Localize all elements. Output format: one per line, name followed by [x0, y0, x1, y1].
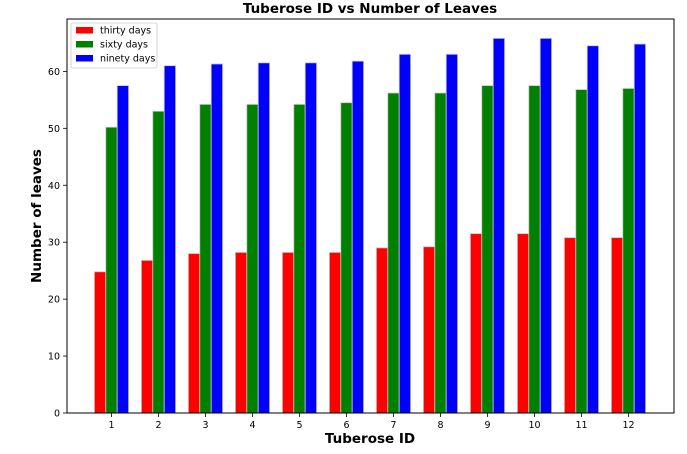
y-tick-label: 20 [48, 295, 60, 306]
bar-thirty-days-7 [375, 247, 389, 414]
plot-frame [66, 18, 675, 414]
y-tick-label: 30 [48, 238, 60, 249]
x-tick-label: 7 [390, 420, 396, 431]
bar-sixty-days-12 [622, 88, 635, 414]
x-tick-label: 8 [437, 420, 443, 431]
y-axis-label: Number of leaves [29, 149, 45, 283]
bar-thirty-days-2 [140, 260, 154, 414]
bar-ninety-days-4 [257, 62, 271, 414]
legend-label: sixty days [100, 40, 148, 51]
x-tick-label: 11 [575, 420, 587, 431]
y-axis: 0 10 20 30 40 50 60 [48, 67, 67, 420]
x-tick-label: 6 [343, 420, 349, 431]
x-tick-label: 3 [202, 420, 208, 431]
bar-ninety-days-10 [539, 37, 553, 414]
bar-thirty-days-12 [611, 237, 624, 414]
bar-thirty-days-1 [94, 271, 107, 414]
bar-thirty-days-6 [328, 252, 342, 414]
x-axis: 1 2 3 4 5 6 7 8 9 10 11 12 [108, 413, 635, 431]
legend-label: ninety days [100, 54, 155, 65]
y-tick-label: 10 [48, 352, 60, 363]
bar-ninety-days-5 [304, 62, 318, 414]
bar-sixty-days-5 [293, 104, 306, 414]
bar-sixty-days-6 [340, 102, 353, 414]
x-tick-label: 2 [155, 420, 161, 431]
legend: thirty days sixty days ninety days [70, 22, 158, 69]
bar-thirty-days-9 [469, 233, 483, 414]
y-tick-label: 50 [48, 124, 60, 135]
bar-ninety-days-6 [351, 60, 365, 414]
x-tick-label: 1 [108, 420, 114, 431]
bar-thirty-days-10 [517, 233, 530, 414]
legend-swatch-sixty-days [76, 41, 93, 48]
bar-ninety-days-9 [492, 37, 506, 414]
bar-ninety-days-2 [163, 65, 176, 414]
bar-ninety-days-1 [116, 85, 129, 414]
y-tick-label: 0 [54, 409, 60, 420]
bar-thirty-days-8 [422, 246, 436, 414]
legend-label: thirty days [100, 26, 151, 37]
bar-ninety-days-7 [398, 53, 412, 414]
x-tick-label: 10 [528, 420, 540, 431]
y-tick-label: 60 [48, 67, 60, 78]
bar-sixty-days-3 [199, 104, 212, 414]
bar-sixty-days-7 [387, 92, 400, 414]
bar-thirty-days-4 [234, 252, 248, 414]
bar-ninety-days-3 [210, 63, 223, 414]
bar-ninety-days-12 [633, 43, 647, 414]
chart-title: Tuberose ID vs Number of Leaves [243, 1, 497, 17]
bar-sixty-days-10 [528, 85, 541, 414]
bar-thirty-days-5 [281, 252, 295, 414]
bar-ninety-days-8 [445, 53, 459, 414]
x-tick-label: 5 [296, 420, 302, 431]
x-axis-label: Tuberose ID [325, 431, 415, 447]
bar-sixty-days-1 [105, 126, 118, 414]
x-tick-label: 12 [622, 420, 634, 431]
bar-thirty-days-3 [187, 253, 201, 414]
bar-sixty-days-9 [481, 85, 494, 414]
bars-group [94, 37, 647, 414]
bar-sixty-days-4 [246, 104, 259, 414]
x-tick-label: 9 [484, 420, 490, 431]
y-tick-label: 40 [48, 181, 60, 192]
bar-sixty-days-11 [575, 89, 588, 414]
legend-swatch-ninety-days [76, 55, 93, 62]
bar-sixty-days-8 [434, 92, 447, 414]
bar-sixty-days-2 [152, 110, 165, 414]
bar-thirty-days-11 [564, 237, 577, 414]
legend-swatch-thirty-days [76, 27, 93, 34]
bar-ninety-days-11 [586, 45, 600, 414]
x-tick-label: 4 [249, 420, 255, 431]
